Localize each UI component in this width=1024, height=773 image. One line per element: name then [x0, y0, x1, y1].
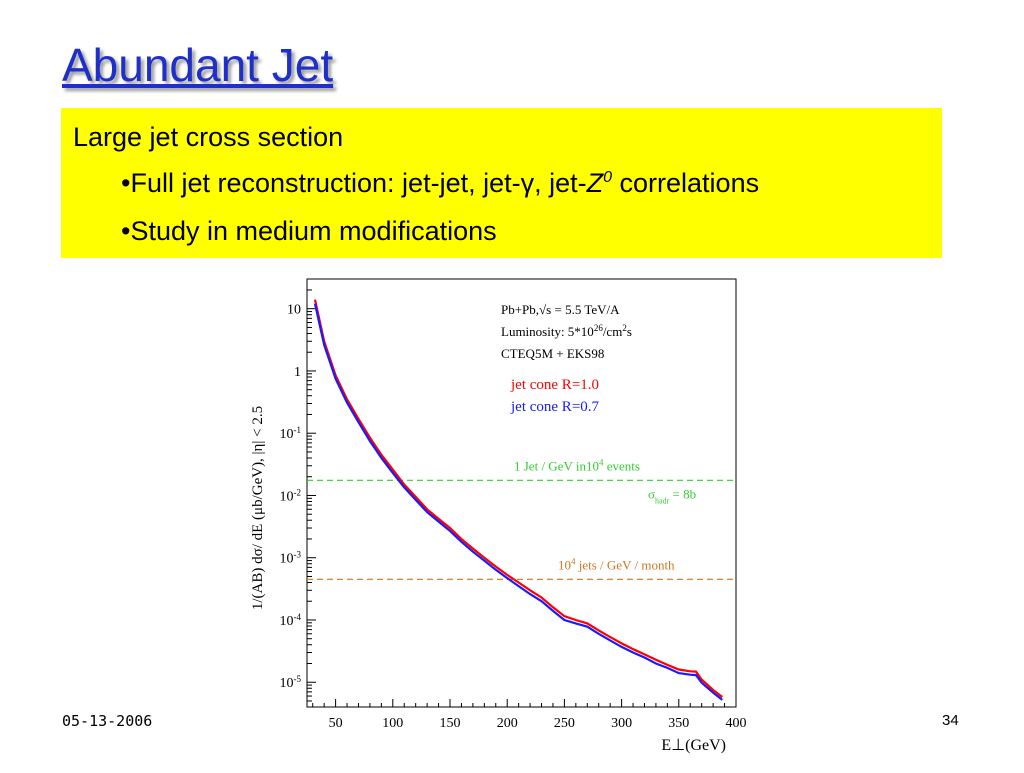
bullet-line-2-suffix: correlations [612, 168, 760, 198]
highlight-box: Large jet cross section •Full jet recons… [61, 108, 942, 258]
x-axis-label: E⊥(GeV) [661, 737, 726, 754]
y-tick-label: 10 [287, 303, 301, 318]
series-line-r10 [313, 299, 723, 698]
x-tick-label: 300 [611, 716, 632, 731]
y-tick-label: 1 [294, 365, 301, 380]
z-boson-superscript: 0 [603, 169, 613, 186]
y-tick-label: 10-2 [280, 487, 302, 504]
footer-date: 05-13-2006 [62, 712, 153, 730]
y-tick-label: 10-3 [280, 550, 302, 567]
x-tick-label: 100 [382, 716, 403, 731]
x-tick-label: 150 [440, 716, 461, 731]
legend-series-r10: jet cone R=1.0 [510, 377, 599, 393]
sigma-hadr-label: σhadr = 8b [648, 486, 696, 505]
x-tick-label: 50 [329, 716, 343, 731]
x-tick-label: 200 [497, 716, 518, 731]
y-tick-label: 10-5 [280, 674, 302, 691]
plot-frame [306, 278, 737, 708]
bullet-line-2: •Full jet reconstruction: jet-jet, jet-γ… [121, 170, 759, 197]
y-tick-label: 10-1 [280, 425, 302, 442]
z-boson-symbol: Z [586, 168, 604, 198]
x-tick-label: 250 [554, 716, 575, 731]
bullet-line-1: Large jet cross section [73, 122, 344, 152]
legend-pdf: CTEQ5M + EKS98 [501, 346, 604, 361]
cross-section-chart: 50 100 150 200 250 300 350 400 10 1 10-1 10-2 10-3 10… [250, 278, 747, 754]
legend-collision-info: Pb+Pb,√s = 5.5 TeV/A [501, 302, 620, 317]
y-axis-label: 1/(AB) dσ/ dE (μb/GeV), |η| < 2.5 [250, 406, 266, 610]
legend-series-r07: jet cone R=0.7 [510, 399, 600, 415]
x-tick-label: 350 [668, 716, 689, 731]
y-tick-label: 10-4 [280, 612, 302, 629]
series-line-r07 [313, 303, 723, 701]
chart-panel: 50 100 150 200 250 300 350 400 10 1 10-1 10-2 10-3 10… [236, 264, 748, 768]
bullet-line-3: •Study in medium modifications [121, 216, 497, 246]
legend-luminosity: Luminosity: 5*1026/cm2s [501, 323, 632, 339]
bullet-line-2-prefix: •Full jet reconstruction: jet-jet, jet-γ… [121, 168, 587, 198]
page-number: 34 [942, 712, 959, 729]
orange-line-label: 104 jets / GeV / month [558, 556, 675, 572]
x-tick-label: 400 [726, 716, 747, 731]
green-line-label: 1 Jet / GeV in104 events [514, 457, 640, 473]
slide-title: Abundant Jet [62, 39, 334, 91]
